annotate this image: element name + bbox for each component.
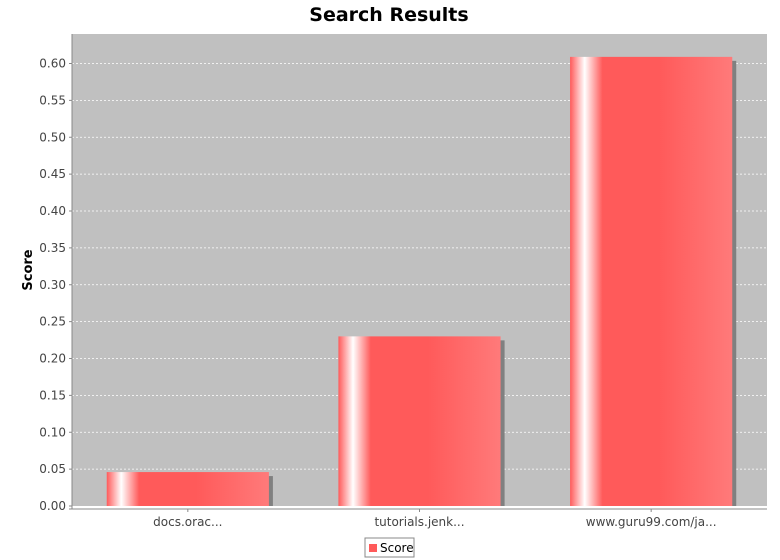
legend-swatch-score	[369, 544, 377, 552]
legend-box	[364, 537, 415, 558]
bar-3	[570, 56, 733, 507]
y-tick-label: 0.45	[39, 167, 66, 181]
bar-2	[338, 336, 501, 506]
y-tick-label: 0.55	[39, 93, 66, 107]
bar-1	[106, 472, 269, 506]
y-tick-label: 0.35	[39, 241, 66, 255]
y-tick-label: 0.10	[39, 425, 66, 439]
chart-title: Search Results	[309, 4, 468, 26]
y-tick-label: 0.40	[39, 204, 66, 218]
y-tick-label: 0.20	[39, 352, 66, 366]
y-tick-label: 0.15	[39, 388, 66, 402]
x-tick-label: tutorials.jenk...	[374, 515, 464, 529]
y-tick-label: 0.30	[39, 278, 66, 292]
y-axis-label: Score	[21, 249, 36, 290]
y-tick-label: 0.00	[39, 499, 66, 513]
legend: Score	[364, 537, 415, 558]
x-axis-ticks: docs.orac... tutorials.jenk... www.guru99.…	[153, 509, 717, 529]
x-tick-label: docs.orac...	[153, 515, 222, 529]
bars	[106, 56, 737, 507]
legend-label-score: Score	[380, 541, 414, 555]
y-tick-label: 0.60	[39, 57, 66, 71]
y-tick-label: 0.25	[39, 315, 66, 329]
y-tick-label: 0.05	[39, 462, 66, 476]
y-tick-label: 0.50	[39, 130, 66, 144]
x-tick-label: www.guru99.com/ja...	[586, 515, 717, 529]
y-axis-ticks: 0.00 0.05 0.10 0.15 0.20 0.25 0.30 0.35 0.40 0.45…	[39, 57, 72, 513]
